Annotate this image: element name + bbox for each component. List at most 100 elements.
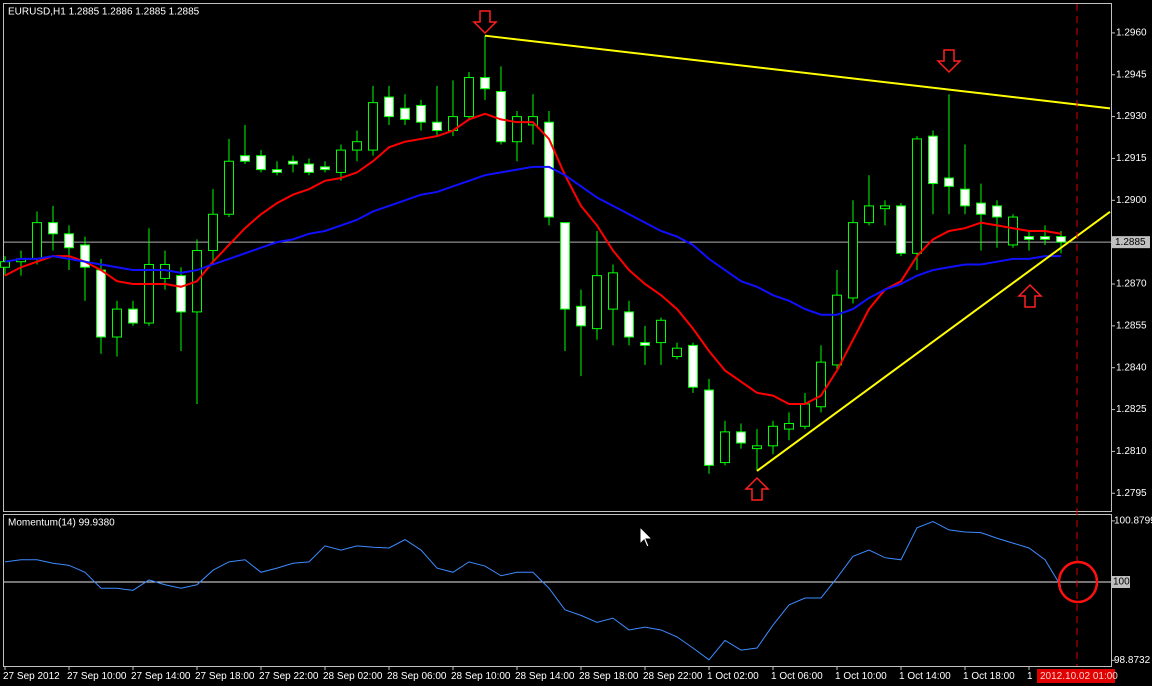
y-tick-label: 1.2855: [1116, 320, 1147, 331]
candle-body: [992, 205, 1002, 218]
x-tick-label: 27 Sep 14:00: [131, 671, 191, 682]
y-tick-label: 1.2870: [1116, 279, 1147, 290]
x-tick-label: 27 Sep 22:00: [259, 671, 319, 682]
y-tick-label: 100.8799: [1114, 516, 1152, 527]
x-tick-label: 1 Oct 10:00: [835, 671, 887, 682]
candle-body: [512, 116, 522, 143]
candle-body: [976, 202, 986, 215]
bid-label: 1.2885: [1115, 237, 1146, 248]
candle-body: [752, 445, 762, 450]
candle-body: [768, 425, 778, 447]
candle-body: [368, 102, 378, 151]
candle-body: [1040, 236, 1050, 240]
candle-body: [288, 160, 298, 165]
level-label-box: [1112, 576, 1130, 589]
y-tick-label: 1.2810: [1116, 446, 1147, 457]
candle-body: [112, 308, 122, 338]
candle-body: [800, 403, 810, 427]
x-tick-label: 28 Sep 06:00: [387, 671, 447, 682]
candle-body: [560, 222, 570, 310]
y-tick-label: 1.2960: [1116, 28, 1147, 39]
candle-body: [208, 213, 218, 252]
candle-body: [400, 107, 410, 120]
x-tick-label: 1 Oct 02:00: [707, 671, 759, 682]
down-arrow: [936, 49, 962, 74]
y-tick-label: 1.2795: [1116, 488, 1147, 499]
candle-body: [320, 166, 330, 171]
candle-body: [64, 233, 74, 249]
trendline: [484, 34, 1111, 110]
main-panel-frame: [3, 3, 1112, 512]
moving-average: [4, 165, 1061, 316]
y-tick-label: 1.2840: [1116, 362, 1147, 373]
candle-body: [416, 104, 426, 123]
candle-body: [432, 121, 442, 132]
candle-body: [944, 177, 954, 187]
candle-body: [80, 244, 90, 268]
bid-label-box: [1112, 236, 1150, 249]
y-tick-label: 1.2945: [1116, 69, 1147, 80]
candle-body: [528, 116, 538, 126]
candle-body: [496, 90, 506, 143]
x-tick-label: 28 Sep 02:00: [323, 671, 383, 682]
candle-body: [336, 149, 346, 173]
candle-body: [0, 261, 10, 268]
candle-body: [704, 389, 714, 466]
time-label-box: [1037, 669, 1115, 683]
y-tick-label: 1.2900: [1116, 195, 1147, 206]
up-arrow: [744, 476, 770, 501]
y-tick-label: 1.2930: [1116, 111, 1147, 122]
y-tick-label: 100: [1113, 577, 1130, 588]
candle-body: [352, 141, 362, 151]
chart-title: EURUSD,H1 1.2885 1.2886 1.2885 1.2885: [8, 7, 200, 18]
x-tick-label: 1 Oct 14:00: [899, 671, 951, 682]
candle-body: [592, 275, 602, 330]
candle-body: [832, 294, 842, 366]
x-tick-label: 1 Oct 18:00: [963, 671, 1015, 682]
candle-body: [128, 308, 138, 324]
plot-layer: 1.2960 1.2945 1.2930 1.2915 1.2900 1.2870 1.28…: [0, 28, 1152, 682]
up-arrow: [1017, 283, 1043, 308]
candle-body: [256, 155, 266, 171]
mouse-cursor: [639, 525, 654, 548]
candle-body: [240, 155, 250, 162]
candle-body: [688, 344, 698, 388]
candle-body: [224, 160, 234, 215]
candle-body: [928, 135, 938, 185]
candle-body: [896, 205, 906, 254]
x-tick-label: 28 Sep 10:00: [451, 671, 511, 682]
candle-body: [480, 77, 490, 90]
candle-body: [384, 96, 394, 118]
x-tick-label: 28 Sep 18:00: [579, 671, 639, 682]
down-arrow: [472, 10, 498, 35]
highlight-circle: [1057, 560, 1099, 604]
candle-body: [672, 347, 682, 358]
candle-body: [304, 163, 314, 173]
candle-body: [912, 138, 922, 254]
candle-body: [96, 269, 106, 338]
candle-body: [816, 361, 826, 408]
candle-body: [960, 188, 970, 207]
candle-body: [464, 77, 474, 118]
candle-body: [272, 169, 282, 173]
candle-body: [864, 205, 874, 224]
candle-body: [176, 275, 186, 313]
candle-body: [720, 431, 730, 464]
candle-body: [1056, 236, 1066, 243]
candle-body: [1024, 236, 1034, 240]
candle-body: [848, 222, 858, 299]
candle-body: [880, 205, 890, 210]
momentum-panel-frame: [3, 514, 1112, 667]
indicator-title: Momentum(14) 99.9380: [8, 518, 115, 529]
x-tick-label: 28 Sep 22:00: [643, 671, 703, 682]
x-tick-label: 28 Sep 14:00: [515, 671, 575, 682]
y-tick-label: 98.8732: [1114, 655, 1151, 666]
indicator-line: [4, 521, 1062, 661]
candle-body: [656, 319, 666, 344]
x-tick-label: 1 Oct 06:00: [771, 671, 823, 682]
candle-body: [784, 423, 794, 430]
candle-body: [32, 222, 42, 260]
